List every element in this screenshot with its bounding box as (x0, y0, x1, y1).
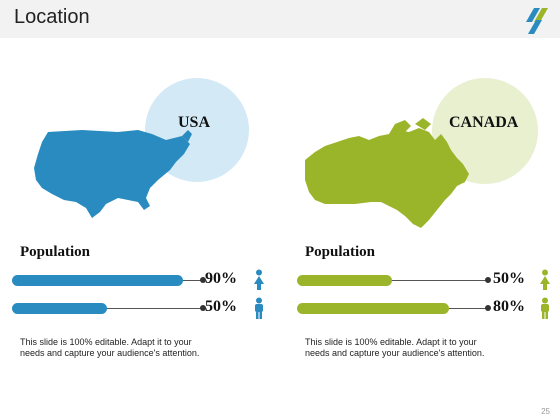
usa-population-title: Population (20, 244, 91, 260)
usa-bar-fill-1 (12, 275, 183, 286)
usa-panel: USA Population 90% 50% This slid (0, 70, 270, 390)
canada-bar-label-2: 80% (493, 298, 525, 315)
canada-bar-row-2: 80% (285, 297, 555, 321)
canada-population-title: Population (305, 244, 376, 260)
header-bar: Location (0, 0, 560, 38)
usa-description: This slide is 100% editable. Adapt it to… (20, 337, 200, 358)
logo-icon (526, 8, 548, 34)
canada-bar-label-1: 50% (493, 270, 525, 287)
canada-label: CANADA (449, 114, 519, 131)
male-person-icon (255, 297, 263, 319)
canada-bar-row-1: 50% (285, 269, 555, 293)
usa-bar-fill-2 (12, 303, 107, 314)
canada-bar-fill-1 (297, 275, 392, 286)
canada-bar-fill-2 (297, 303, 449, 314)
female-person-icon (540, 269, 550, 290)
usa-label: USA (178, 114, 211, 131)
usa-map-icon (34, 130, 192, 218)
usa-bar-label-1: 90% (205, 270, 237, 287)
canada-panel: CANADA Population 50% 80% This s (285, 70, 555, 390)
usa-bar-label-2: 50% (205, 298, 237, 315)
page-title: Location (14, 6, 90, 28)
canada-map-icon (305, 118, 469, 228)
usa-bar-row-2: 50% (0, 297, 270, 321)
usa-bar-row-1: 90% (0, 269, 270, 293)
canada-description: This slide is 100% editable. Adapt it to… (305, 337, 485, 358)
page-number: 25 (541, 407, 550, 416)
female-person-icon (254, 269, 264, 290)
male-person-icon (541, 297, 549, 319)
